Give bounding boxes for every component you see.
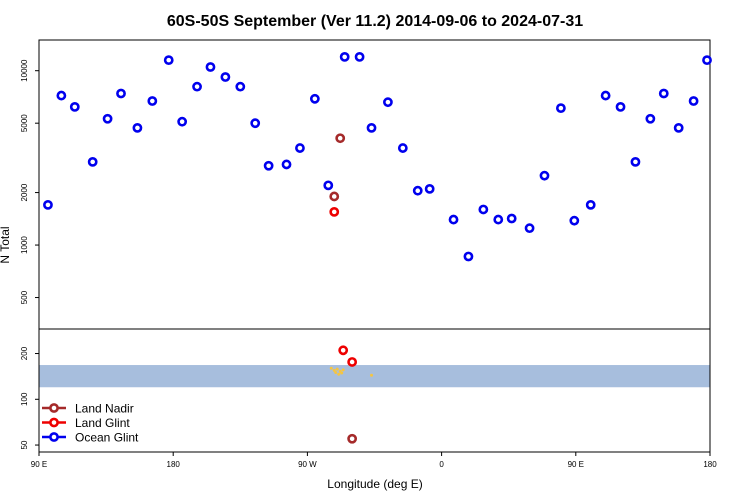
land-glint-point bbox=[338, 345, 349, 356]
ocean-glint-point bbox=[463, 251, 474, 262]
top-panel-frame bbox=[38, 39, 711, 330]
small-mark bbox=[340, 371, 344, 375]
land-glint-point bbox=[329, 206, 340, 217]
ocean-glint-point bbox=[354, 51, 365, 62]
ocean-glint-point bbox=[235, 81, 246, 92]
ocean-glint-point bbox=[585, 199, 596, 210]
ocean-glint-point bbox=[281, 159, 292, 170]
ocean-glint-point bbox=[630, 156, 641, 167]
ocean-glint-point bbox=[569, 215, 580, 226]
y-tick-label: 5000 bbox=[20, 114, 29, 132]
y-tick-label: 2000 bbox=[20, 183, 29, 201]
x-tick-label: 180 bbox=[167, 460, 181, 469]
land-nadir-point bbox=[335, 133, 346, 144]
ocean-glint-point bbox=[493, 214, 504, 225]
legend-label-land-glint: Land Glint bbox=[75, 416, 130, 430]
x-tick-label: 90 W bbox=[298, 460, 317, 469]
small-mark bbox=[334, 371, 338, 375]
land-nadir-point bbox=[347, 433, 358, 444]
ocean-glint-point bbox=[263, 160, 274, 171]
ocean-glint-point bbox=[383, 97, 393, 108]
ocean-glint-point bbox=[163, 55, 174, 66]
small-mark bbox=[332, 368, 336, 372]
legend-label-land-nadir: Land Nadir bbox=[75, 402, 134, 416]
y-tick-label: 100 bbox=[20, 392, 29, 406]
ocean-glint-point bbox=[397, 143, 408, 153]
ocean-glint-point bbox=[366, 122, 377, 133]
small-mark bbox=[370, 373, 374, 377]
top-panel: 500 1000 2000 5000 10000 bbox=[20, 39, 712, 330]
ocean-glint-point bbox=[702, 55, 712, 66]
ocean-glint-point bbox=[132, 122, 143, 133]
ocean-glint-point bbox=[555, 103, 566, 114]
bottom-panel-frame bbox=[38, 328, 711, 453]
ocean-glint-point bbox=[69, 101, 80, 112]
y-tick-label: 10000 bbox=[20, 59, 29, 82]
legend-label-ocean-glint: Ocean Glint bbox=[75, 431, 139, 445]
small-mark bbox=[341, 368, 345, 372]
ocean-glint-point bbox=[412, 185, 423, 196]
ocean-glint-point bbox=[600, 90, 611, 101]
ocean-glint-point bbox=[448, 214, 459, 225]
x-tick-label: 0 bbox=[439, 460, 444, 469]
ocean-glint-point bbox=[192, 81, 202, 92]
y-tick-label: 50 bbox=[20, 440, 29, 449]
small-mark bbox=[329, 366, 333, 370]
ocean-glint-point bbox=[205, 62, 216, 72]
x-tick-label: 90 E bbox=[568, 460, 584, 469]
ocean-glint-point bbox=[323, 180, 334, 191]
ocean-glint-point bbox=[645, 113, 656, 124]
x-axis: 90 E 180 90 W 0 90 E 180 bbox=[31, 452, 717, 469]
ocean-glint-point bbox=[295, 143, 305, 153]
bottom-panel: 50 100 200 bbox=[20, 328, 711, 453]
coverage-band bbox=[39, 365, 710, 388]
y-tick-label: 500 bbox=[20, 290, 29, 304]
legend-marker-ocean-glint bbox=[49, 432, 59, 442]
x-tick-label: 180 bbox=[703, 460, 717, 469]
ocean-glint-point bbox=[43, 199, 53, 210]
y-tick-label: 1000 bbox=[20, 236, 29, 254]
land-glint-point bbox=[347, 357, 358, 367]
legend-marker-land-nadir bbox=[49, 403, 59, 413]
ocean-glint-point bbox=[539, 170, 550, 181]
ocean-glint-point bbox=[478, 204, 489, 215]
chart-title: 60S-50S September (Ver 11.2) 2014-09-06 … bbox=[167, 13, 583, 30]
ocean-glint-point bbox=[658, 88, 669, 99]
ocean-glint-point bbox=[339, 51, 350, 62]
small-mark bbox=[337, 372, 341, 376]
ocean-glint-point bbox=[147, 96, 158, 106]
ocean-glint-point bbox=[309, 93, 320, 104]
ocean-glint-point bbox=[87, 156, 98, 167]
ocean-glint-point bbox=[424, 183, 435, 194]
y-tick-label: 200 bbox=[20, 346, 29, 360]
ocean-glint-point bbox=[56, 90, 67, 101]
ocean-glint-point bbox=[102, 113, 113, 124]
ocean-glint-point bbox=[250, 118, 261, 129]
y-axis-label: N Total bbox=[0, 226, 12, 263]
ocean-glint-point bbox=[177, 116, 188, 127]
land-nadir-point bbox=[329, 191, 340, 202]
x-tick-label: 90 E bbox=[31, 460, 47, 469]
ocean-glint-point bbox=[688, 96, 699, 106]
x-axis-label: Longitude (deg E) bbox=[327, 477, 422, 491]
ocean-glint-point bbox=[615, 101, 626, 112]
legend-marker-land-glint bbox=[49, 417, 59, 428]
ocean-glint-point bbox=[506, 213, 517, 224]
ocean-glint-point bbox=[524, 223, 535, 234]
ocean-glint-point bbox=[673, 122, 684, 133]
ocean-glint-point bbox=[220, 72, 231, 82]
ocean-glint-point bbox=[116, 88, 126, 99]
small-mark bbox=[335, 367, 339, 371]
